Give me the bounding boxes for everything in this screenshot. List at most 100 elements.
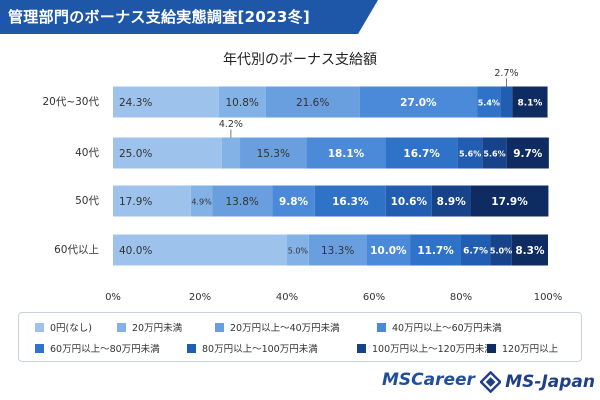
ms-japan-logo: MS-Japan bbox=[480, 367, 595, 397]
data-label: 10.8% bbox=[226, 97, 259, 109]
data-label: 5.6% bbox=[459, 150, 481, 159]
bar-segment bbox=[511, 234, 549, 266]
data-label: 5.6% bbox=[483, 150, 505, 159]
bar-segment bbox=[410, 234, 461, 266]
mscareer-logo: MSCareer bbox=[382, 370, 475, 390]
bar-segment bbox=[506, 137, 549, 169]
bar-segment bbox=[314, 185, 386, 217]
bar-segment bbox=[385, 185, 432, 217]
legend-swatch bbox=[117, 322, 126, 332]
bar-segment bbox=[113, 185, 191, 217]
banner-title: 管理部門のボーナス支給実態調査[2023冬] bbox=[8, 8, 311, 26]
category-label: 60代以上 bbox=[54, 244, 99, 256]
bar-segment bbox=[218, 86, 266, 118]
legend-item: 100万円以上～120万円未満 bbox=[357, 338, 494, 358]
data-label: 10.6% bbox=[391, 196, 428, 208]
legend-item: 80万円以上～100万円未満 bbox=[187, 338, 318, 358]
bar-segment bbox=[457, 137, 483, 169]
data-label: 25.0% bbox=[119, 148, 152, 160]
bar-segment bbox=[500, 86, 513, 118]
data-label: 40.0% bbox=[119, 245, 152, 257]
legend-item: 60万円以上～80万円未満 bbox=[35, 338, 160, 358]
ms-japan-logo-text: MS-Japan bbox=[505, 372, 595, 392]
chart-legend: 0円(なし) 20万円未満 20万円以上～40万円未満 40万円以上～60万円未満 60… bbox=[18, 312, 582, 362]
data-label: 9.8% bbox=[279, 196, 309, 208]
legend-label: 20万円未満 bbox=[132, 323, 183, 334]
legend-item: 20万円未満 bbox=[117, 317, 182, 337]
data-label: 17.9% bbox=[119, 196, 152, 208]
data-label: 13.3% bbox=[321, 245, 354, 257]
legend-swatch bbox=[215, 322, 224, 332]
category-label: 40代 bbox=[75, 147, 99, 159]
data-label: 8.3% bbox=[515, 245, 545, 257]
bar-segment bbox=[461, 234, 491, 266]
data-label: 24.3% bbox=[119, 97, 152, 109]
data-label: 9.7% bbox=[513, 148, 543, 160]
category-label: 20代~30代 bbox=[42, 96, 99, 108]
bar-segment bbox=[221, 137, 241, 169]
legend-swatch bbox=[35, 322, 44, 332]
bar-segment bbox=[512, 86, 548, 118]
data-label: 13.8% bbox=[226, 196, 259, 208]
legend-swatch bbox=[187, 343, 196, 353]
stacked-bar-chart: 年代別のボーナス支給額 20代~30代 24.3% 10.8% 21.6% 27.0% 5.… bbox=[42, 52, 563, 303]
bar-segment bbox=[212, 185, 273, 217]
data-label: 5.0% bbox=[288, 247, 309, 256]
legend-label: 40万円以上～60万円未満 bbox=[392, 323, 502, 334]
legend-label: 0円(なし) bbox=[50, 323, 92, 334]
bar-segment bbox=[366, 234, 411, 266]
data-label: 16.7% bbox=[403, 148, 440, 160]
data-label: 5.4% bbox=[478, 99, 500, 108]
data-label: 21.6% bbox=[296, 97, 329, 109]
bar-segment bbox=[482, 137, 507, 169]
legend-item: 0円(なし) bbox=[35, 317, 92, 337]
x-tick-label: 60% bbox=[363, 292, 385, 303]
legend-label: 20万円以上～40万円未満 bbox=[230, 323, 340, 334]
data-label: 4.9% bbox=[191, 198, 212, 207]
bar-segment bbox=[113, 234, 287, 266]
bar-segment bbox=[113, 86, 219, 118]
bar-segment bbox=[359, 86, 478, 118]
title-banner bbox=[0, 0, 378, 34]
legend-swatch bbox=[35, 343, 44, 353]
bar-segment bbox=[265, 86, 360, 118]
x-tick-label: 20% bbox=[189, 292, 211, 303]
legend-label: 120万円以上 bbox=[502, 344, 559, 355]
data-label: 8.9% bbox=[437, 196, 467, 208]
data-label: 4.2% bbox=[219, 119, 243, 130]
category-label: 50代 bbox=[75, 195, 99, 207]
x-tick-label: 80% bbox=[450, 292, 472, 303]
legend-label: 80万円以上～100万円未満 bbox=[202, 344, 318, 355]
data-label: 6.7% bbox=[463, 247, 488, 257]
legend-swatch bbox=[357, 343, 366, 353]
legend-swatch bbox=[487, 343, 496, 353]
legend-item: 120万円以上 bbox=[487, 338, 558, 358]
data-label: 15.3% bbox=[257, 148, 290, 160]
x-tick-label: 40% bbox=[276, 292, 298, 303]
bar-segment bbox=[240, 137, 307, 169]
bar-segment bbox=[190, 185, 213, 217]
x-tick-label: 0% bbox=[105, 292, 121, 303]
legend-item: 40万円以上～60万円未満 bbox=[377, 317, 502, 337]
legend-label: 100万円以上～120万円未満 bbox=[372, 344, 494, 355]
bar-segment bbox=[287, 234, 309, 266]
bar-segment bbox=[113, 137, 222, 169]
bar-segment bbox=[477, 86, 501, 118]
data-label: 27.0% bbox=[400, 97, 437, 109]
bar-segment bbox=[272, 185, 315, 217]
bar-segment bbox=[308, 234, 367, 266]
bar-segment bbox=[490, 234, 512, 266]
data-label: 10.0% bbox=[370, 245, 407, 257]
data-label: 16.3% bbox=[332, 196, 369, 208]
bar-segment bbox=[385, 137, 458, 169]
data-label: 2.7% bbox=[494, 68, 518, 79]
data-label: 11.7% bbox=[417, 245, 454, 257]
bar-segment bbox=[470, 185, 549, 217]
data-label: 5.0% bbox=[490, 247, 512, 256]
data-label: 17.9% bbox=[491, 196, 528, 208]
bar-segment bbox=[306, 137, 386, 169]
legend-label: 60万円以上～80万円未満 bbox=[50, 344, 160, 355]
x-tick-label: 100% bbox=[534, 292, 563, 303]
bar-segment bbox=[431, 185, 471, 217]
legend-item: 20万円以上～40万円未満 bbox=[215, 317, 340, 337]
